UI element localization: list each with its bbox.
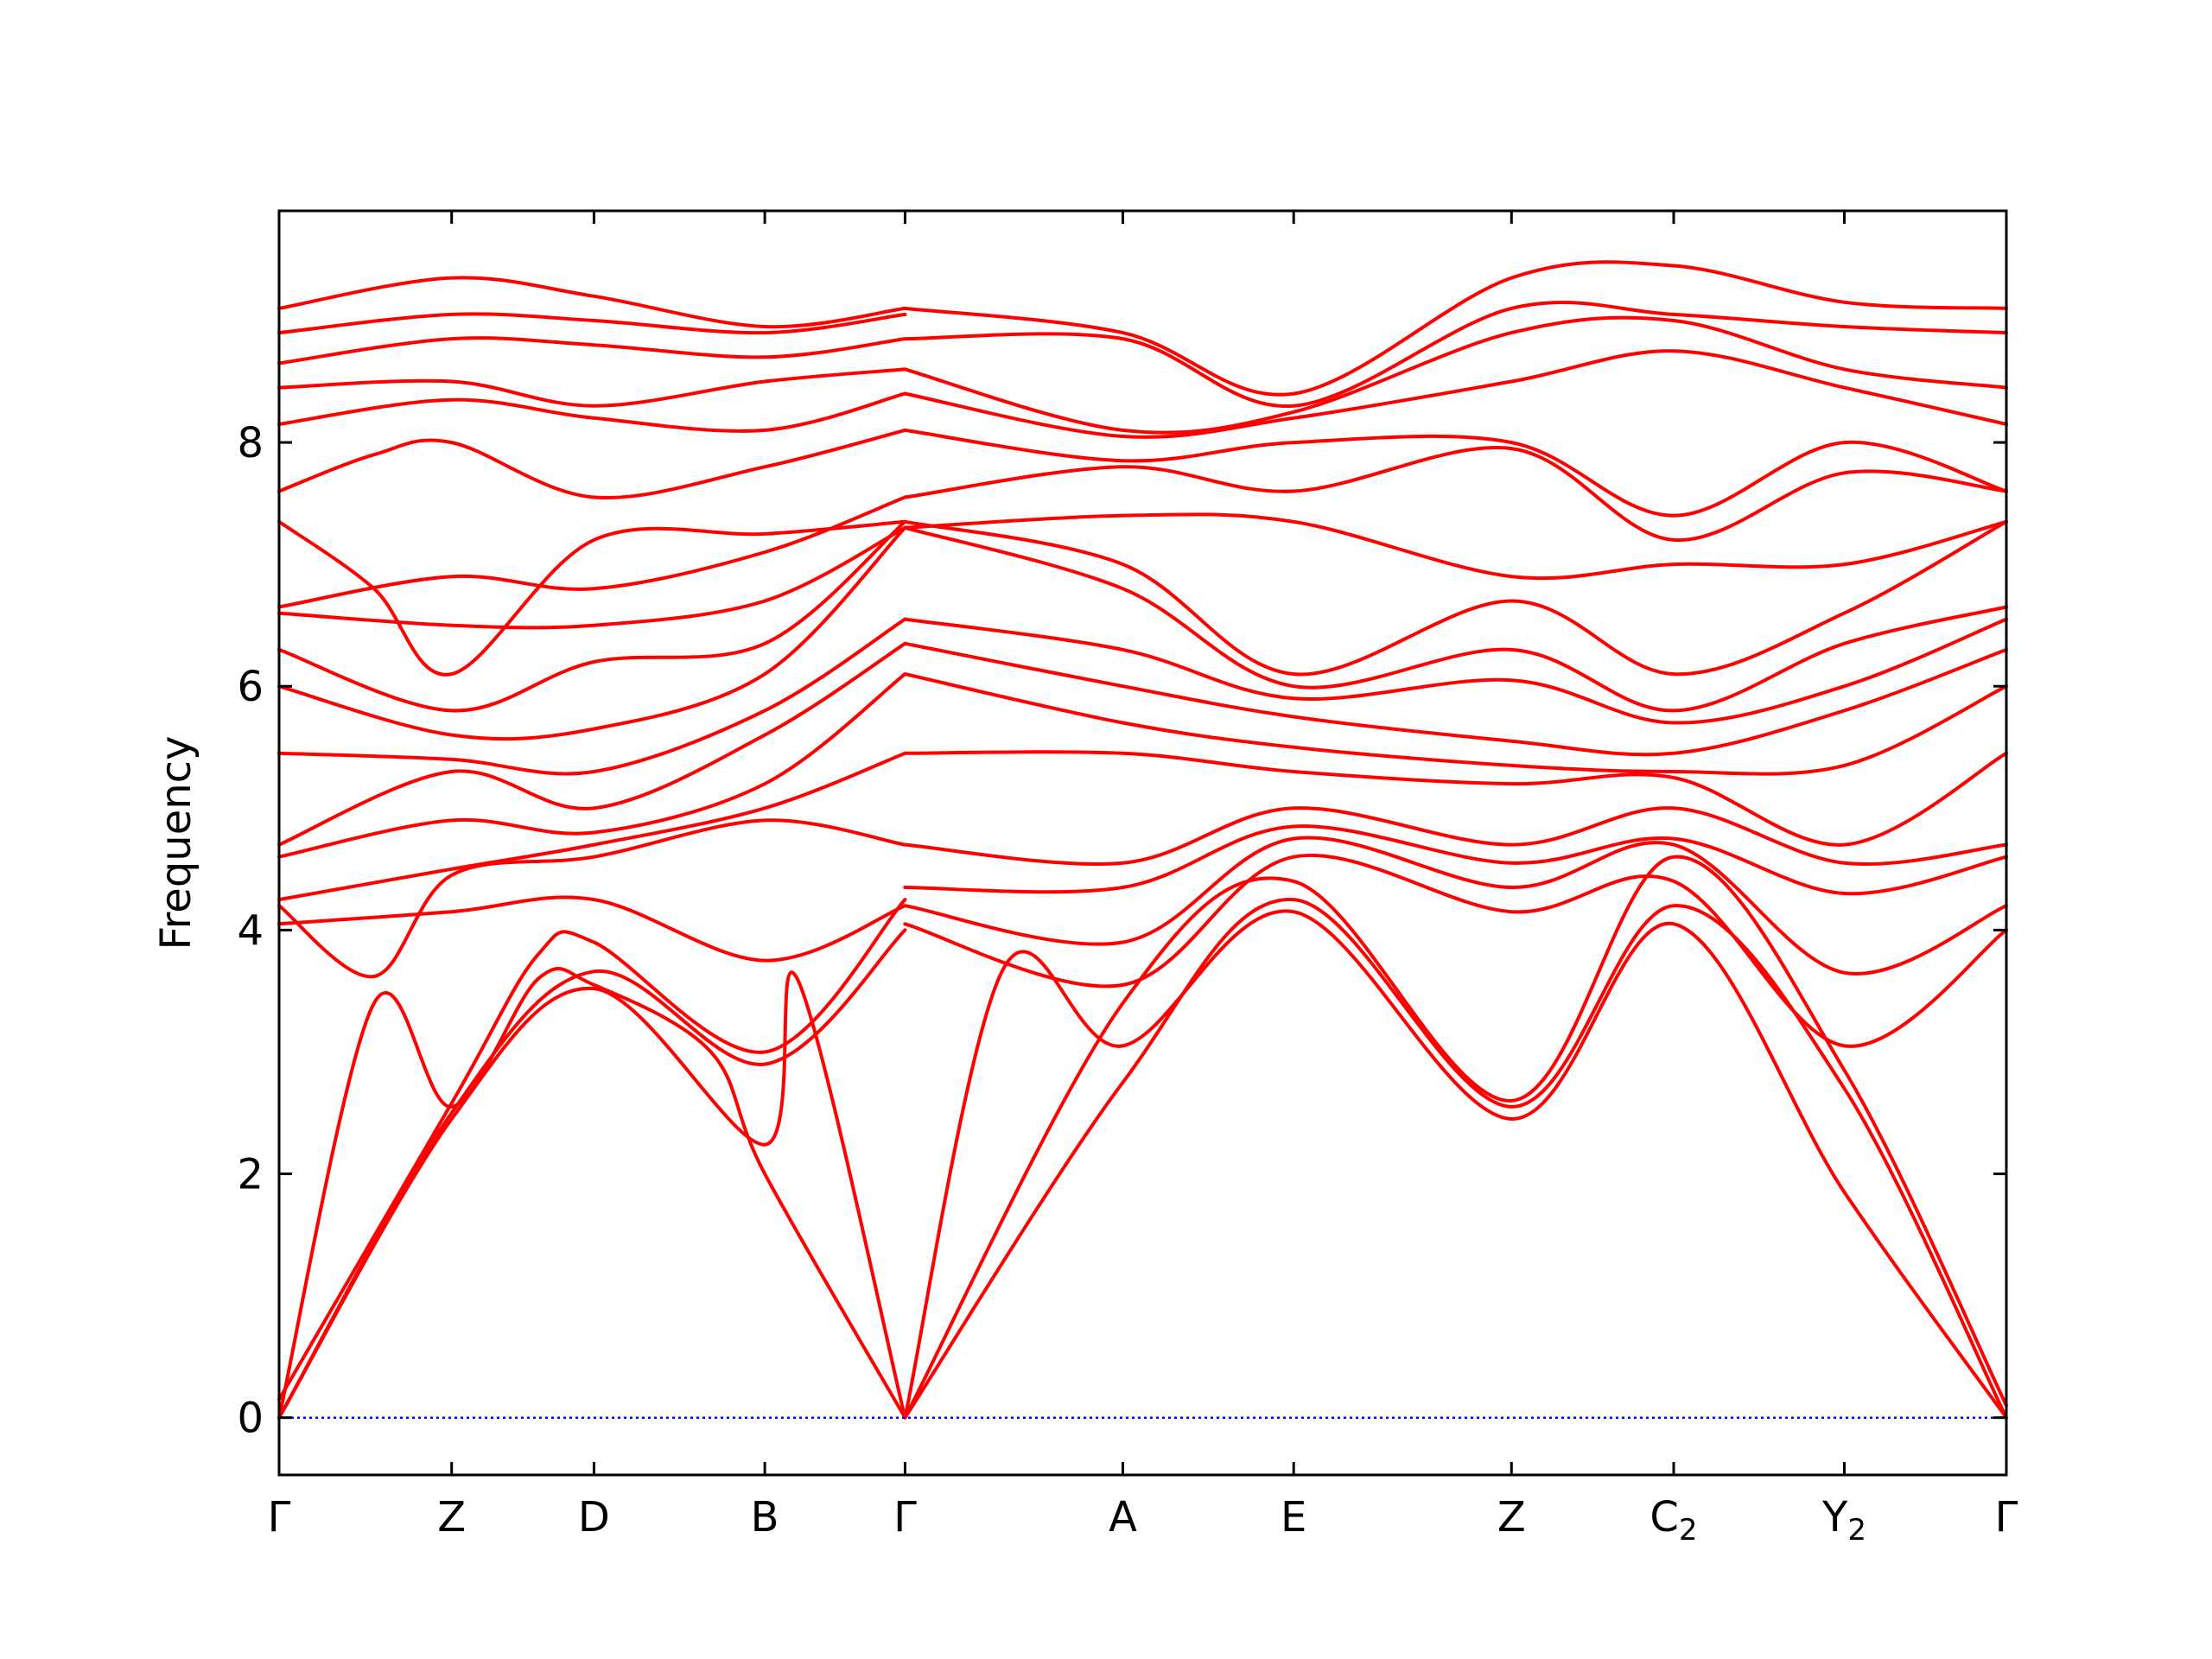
band-line-5 (277, 895, 907, 963)
x-tick-label: D (578, 1493, 610, 1541)
band-line-13 (277, 525, 907, 630)
x-tick-label: A (1109, 1493, 1137, 1541)
band-line-38 (903, 349, 2008, 439)
band-line-4 (277, 898, 907, 1402)
band-line-33 (903, 525, 2008, 713)
y-tick-label: 2 (237, 1151, 264, 1199)
x-tick-label: B (751, 1493, 779, 1541)
x-tick-label: Γ (268, 1493, 291, 1541)
band-line-19 (277, 336, 907, 365)
band-line-22 (903, 909, 2008, 1420)
band-line-40 (903, 300, 2008, 408)
band-line-2 (277, 970, 907, 1420)
band-line-1 (277, 967, 907, 1420)
band-line-16 (277, 428, 907, 500)
x-tick-label: Z (1497, 1493, 1526, 1541)
band-line-20 (277, 312, 907, 335)
band-line-35 (903, 512, 2008, 581)
x-tick-label: Γ (1995, 1493, 2018, 1541)
x-tick-label: Z (437, 1493, 466, 1541)
band-line-21 (277, 276, 907, 329)
band-line-26 (903, 836, 2008, 976)
band-line-6 (277, 818, 907, 979)
band-line-9 (277, 641, 907, 847)
band-line-30 (903, 672, 2008, 776)
y-tick-label: 8 (237, 419, 264, 467)
x-tick-label: Y2 (1821, 1493, 1866, 1548)
band-line-25 (903, 854, 2008, 1048)
band-line-14 (277, 495, 907, 609)
band-line-39 (903, 315, 2008, 435)
axis-ticks: 0 2 4 6 8 Γ Z D B Γ A E Z C2 Y2 Γ (237, 211, 2018, 1548)
y-tick-label: 4 (237, 906, 264, 955)
band-line-8 (277, 672, 907, 859)
x-tick-label: C2 (1649, 1493, 1697, 1548)
band-line-23 (903, 898, 2008, 1420)
band-line-12 (277, 519, 907, 713)
band-line-11 (277, 525, 907, 741)
band-line-37 (903, 428, 2008, 518)
band-lines (277, 260, 2008, 1420)
band-line-18 (277, 367, 907, 408)
band-line-34 (903, 519, 2008, 677)
band-line-24 (903, 855, 2008, 1420)
y-tick-label: 0 (237, 1395, 264, 1443)
band-line-17 (277, 391, 907, 433)
y-tick-label: 6 (237, 663, 264, 711)
band-line-10 (277, 617, 907, 776)
band-line-36 (903, 446, 2008, 542)
x-tick-label: E (1281, 1493, 1306, 1541)
band-line-15 (277, 519, 907, 677)
band-line-28 (903, 806, 2008, 867)
plot-frame (277, 209, 2008, 1477)
band-line-7 (277, 751, 907, 902)
band-line-31 (903, 641, 2008, 757)
band-line-32 (903, 617, 2008, 725)
band-line-3 (277, 928, 907, 1420)
band-line-27 (903, 824, 2008, 896)
x-tick-label: Γ (893, 1493, 917, 1541)
y-axis-label: Frequency (152, 736, 200, 950)
band-line-41 (903, 260, 2008, 397)
band-line-29 (903, 750, 2008, 847)
